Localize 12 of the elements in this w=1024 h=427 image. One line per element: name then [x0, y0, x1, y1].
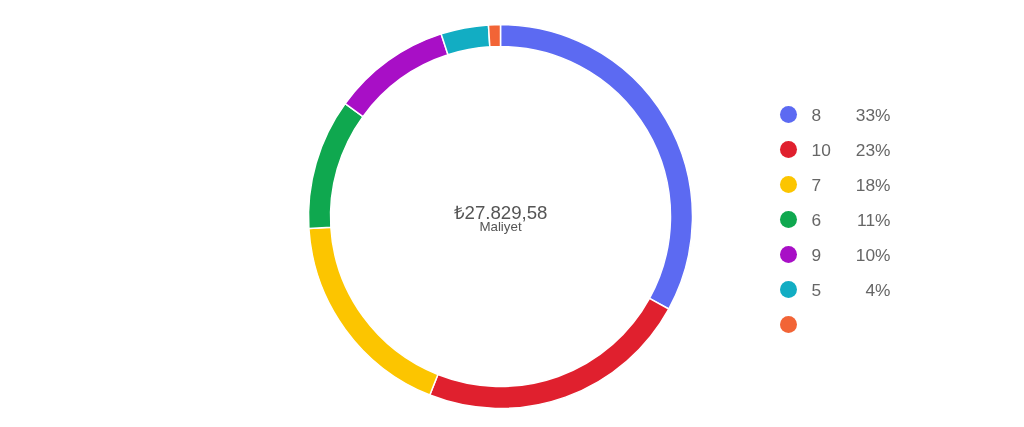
data-label: 4% [865, 279, 891, 300]
data-label: 23% [855, 139, 891, 160]
data-label: 10% [855, 244, 891, 265]
data-label: 33% [855, 104, 891, 125]
data-label: 18% [855, 174, 891, 195]
legend-label: 6 [811, 209, 822, 230]
data-label: 11% [857, 209, 891, 230]
legend-label: 9 [811, 244, 822, 265]
legend-label: 7 [811, 174, 822, 195]
legend-label: 8 [811, 104, 822, 125]
legend-label: 5 [811, 279, 822, 300]
legend-label: 10 [811, 139, 831, 160]
